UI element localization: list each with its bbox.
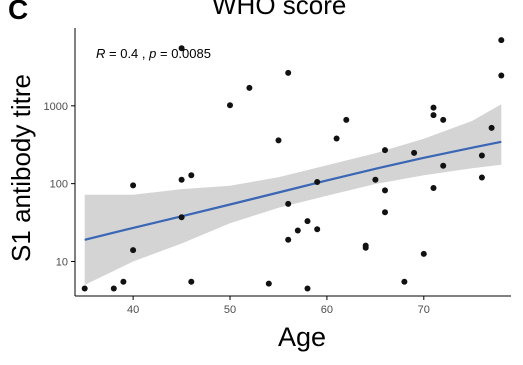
data-point (498, 72, 505, 79)
data-point (362, 244, 369, 251)
data-point (382, 209, 388, 216)
data-point (178, 45, 185, 52)
chart-title: WHO score (212, 0, 347, 20)
data-point (188, 172, 195, 179)
data-points-layer (81, 37, 505, 292)
data-point (304, 285, 311, 292)
data-point (382, 187, 388, 194)
regression-line-layer (84, 140, 502, 241)
data-point (130, 182, 137, 189)
data-point (110, 285, 117, 292)
data-point (130, 247, 137, 254)
data-point (285, 236, 292, 243)
data-point (478, 152, 485, 159)
x-tick-label: 60 (321, 304, 333, 316)
x-tick-label: 70 (418, 304, 430, 316)
data-point (314, 226, 321, 233)
data-point (372, 176, 379, 183)
p-label: p (149, 46, 157, 61)
data-point (333, 135, 340, 142)
data-point (246, 84, 253, 91)
data-point (498, 37, 505, 44)
x-tick-label: 40 (127, 304, 139, 316)
data-point (120, 278, 127, 285)
data-point (294, 227, 301, 234)
data-point (430, 185, 437, 191)
panel-label: C (8, 0, 29, 25)
x-tick-label: 50 (224, 304, 236, 316)
x-axis-title: Age (278, 322, 327, 352)
y-axis-title: S1 antibody titre (6, 74, 36, 262)
data-point (188, 278, 195, 285)
data-point (285, 200, 292, 207)
p-value: = 0.0085 (160, 46, 211, 61)
data-point (178, 176, 185, 183)
data-point (343, 116, 350, 123)
data-point (178, 214, 185, 221)
data-point (81, 285, 88, 292)
confidence-band (84, 104, 502, 285)
data-point (430, 112, 437, 119)
data-point (420, 250, 427, 257)
data-point (440, 162, 447, 169)
data-point (227, 102, 233, 109)
data-point (478, 174, 485, 181)
data-point (285, 69, 292, 76)
regression-line (84, 140, 502, 241)
y-tick-label: 1000 (44, 101, 68, 113)
y-tick-label: 100 (50, 179, 68, 191)
data-point (401, 278, 408, 285)
data-point (314, 179, 321, 185)
correlation-stat: R = 0.4 , p = 0.0085 (96, 46, 211, 61)
data-point (265, 280, 272, 287)
data-point (275, 137, 282, 144)
data-point (304, 218, 311, 225)
data-point (440, 116, 447, 123)
data-point (411, 149, 418, 156)
data-point (488, 124, 495, 131)
confidence-band-layer (84, 104, 502, 285)
y-tick-label: 10 (56, 256, 68, 268)
axes-layer: 40 50 60 70 10 100 1000 (44, 28, 511, 316)
r-value: = 0.4 , (109, 46, 146, 61)
data-point (430, 104, 437, 111)
data-point (382, 147, 388, 154)
r-label: R (96, 46, 106, 61)
